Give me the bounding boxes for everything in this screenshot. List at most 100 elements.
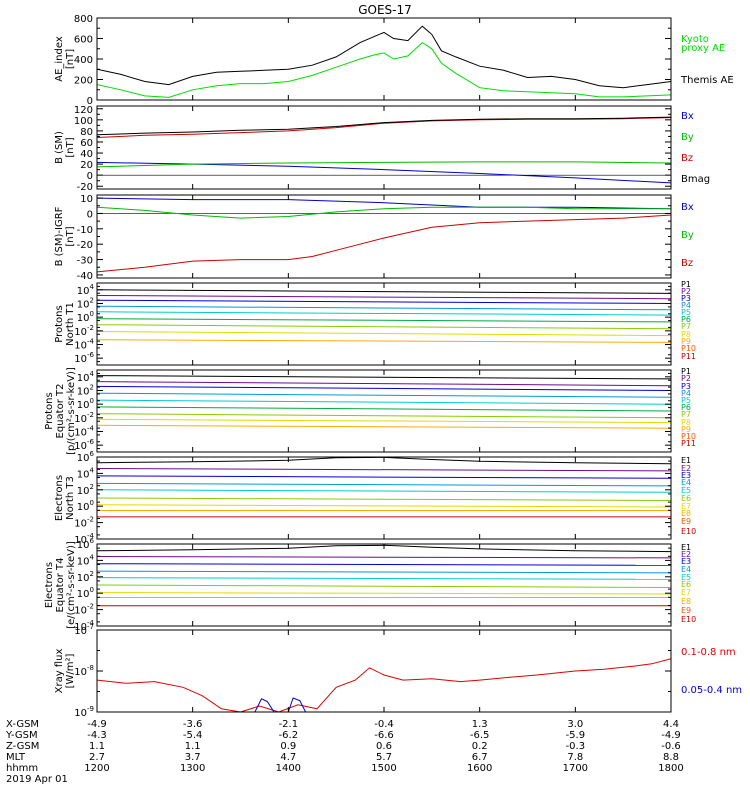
legend-entry: proxy AE [681,43,725,54]
series-bz [97,214,671,273]
x-tick-label: -4.9 [87,719,107,730]
x-tick-label: 1600 [467,763,492,774]
y-tick-label: 10-4 [74,425,94,439]
legend-entry: E5 [681,573,691,582]
y-tick-label: -20 [77,182,93,193]
y-axis-label: Equator T4 [55,558,66,613]
series-p5 [97,311,671,316]
x-tick-label: 3.0 [567,719,583,730]
y-tick-label: 10-2 [74,516,94,530]
y-axis-label: Protons [44,392,55,429]
series-p2 [97,295,671,300]
y-tick-label: 10-4 [74,619,94,633]
series-e7 [97,592,671,595]
x-tick-label: -6.5 [470,730,490,741]
series-by [97,206,671,219]
legend-entry: By [681,230,694,241]
legend-entry: P3 [681,382,691,391]
legend-entry: E6 [681,494,691,503]
legend-entry: E1 [681,543,691,552]
legend-entry: E10 [681,615,696,624]
legend-entry: E7 [681,588,691,597]
y-tick-label: 100 [77,397,94,411]
legend-entry: Bx [681,111,694,122]
y-tick-label: 102 [77,297,94,311]
series-bx [97,161,671,184]
legend-entry: E7 [681,502,691,511]
series-bmag [97,116,671,136]
legend-entry: P10 [681,344,696,353]
legend-entry: P7 [681,322,691,331]
x-tick-label: 2.7 [89,752,105,763]
x-tick-label: 1200 [84,763,109,774]
legend-entry: E5 [681,486,691,495]
legend-entry: P5 [681,308,691,317]
y-tick-label: 200 [74,76,93,87]
y-axis-label: [nT] [65,137,76,157]
y-axis-label: Protons [54,305,65,342]
y-tick-label: 104 [77,370,95,384]
series-e3 [97,563,671,566]
legend-entry: Themis AE [680,75,734,86]
x-tick-label: 0.2 [472,741,488,752]
series-p6 [97,318,671,323]
y-tick-label: -10 [77,225,93,236]
legend-entry: P6 [681,315,691,324]
x-tick-label: 1700 [563,763,588,774]
x-axis-table: X-GSMY-GSMZ-GSMMLThhmm-4.9-4.31.12.71200… [5,719,684,785]
legend-entry: By [681,132,694,143]
x-tick-label: -6.2 [279,730,299,741]
y-axis-label: North T3 [65,476,76,520]
y-tick-label: 102 [77,570,94,584]
y-tick-label: 10-2 [74,324,94,338]
series-p1 [97,375,671,380]
y-tick-label: 10-2 [74,603,94,617]
series-p4 [97,392,671,398]
y-tick-label: 10-7 [74,623,94,637]
panel-7: 106 104 102 100 10-2 10-4 Electrons Equator T4[… [44,537,696,633]
y-tick-label: 106 [77,537,95,551]
panel-3: -40 -30 -20 -10 0 10 B (SM)-IGRF [nT] Bx By Bz [54,194,694,282]
x-row-label: MLT [6,752,26,763]
y-tick-label: 800 [74,14,93,25]
legend-entry: P1 [681,280,691,289]
panel-frame [96,629,672,713]
x-tick-label: 3.7 [185,752,201,763]
x-row-label: Z-GSM [6,741,39,752]
series-p8 [97,331,671,337]
x-tick-label: 1800 [658,763,683,774]
y-axis-label: [nT] [65,226,76,246]
legend-entry: E9 [681,517,691,526]
y-tick-label: 120 [74,105,93,116]
x-tick-label: 1.1 [185,741,201,752]
series-p9 [97,424,671,429]
y-axis-label: Electrons [54,475,65,521]
y-axis-label: B (SM)-IGRF [54,206,65,266]
x-tick-label: -4.9 [661,730,681,741]
series-p3 [97,385,671,391]
legend-entry: P7 [681,410,691,419]
legend-entry: Kyoto [681,34,709,45]
legend-entry: P1 [681,367,691,376]
panel-frame [96,17,672,101]
x-tick-label: 8.8 [663,752,679,763]
x-tick-label: 1300 [180,763,205,774]
y-axis-label: Electrons [44,562,55,608]
y-axis-label: AE_index [54,36,65,82]
y-tick-label: 104 [77,553,95,567]
date-label: 2019 Apr 01 [6,774,68,785]
legend-entry: P2 [681,287,691,296]
legend-entry: P2 [681,374,691,383]
legend-entry: P4 [681,301,691,310]
series-p6 [97,406,671,412]
y-tick-label: 10-6 [74,351,94,365]
y-tick-label: 20 [80,160,93,171]
series-e6 [97,497,671,501]
x-tick-label: -0.3 [566,741,586,752]
legend-entry: E2 [681,550,691,559]
y-tick-label: -30 [77,256,93,267]
legend-entry: Bmag [681,174,710,185]
legend-entry: P6 [681,403,691,412]
